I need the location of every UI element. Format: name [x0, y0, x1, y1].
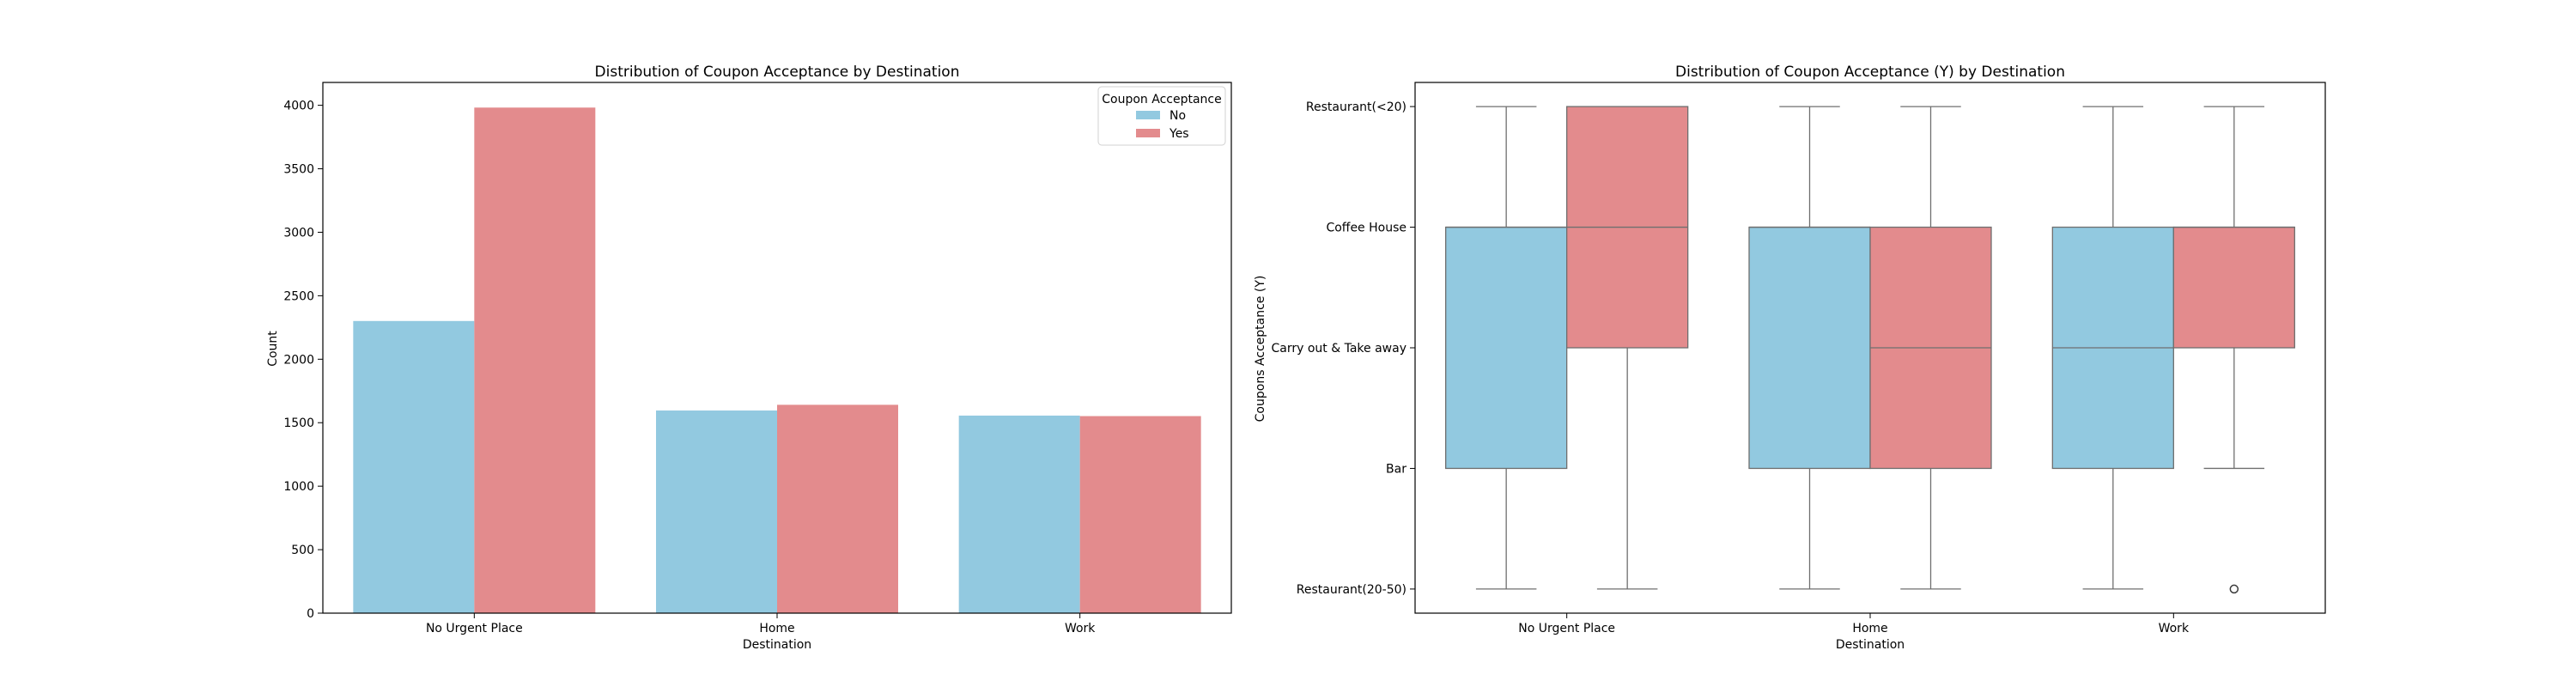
- box-no-no-urgent-place: [1445, 106, 1568, 590]
- y-tick-label: 4000: [283, 100, 314, 113]
- box-chart: Distribution of Coupon Acceptance (Y) by…: [1254, 64, 2326, 652]
- y-tick-label: 3000: [283, 226, 314, 240]
- box-iqr: [2172, 226, 2295, 349]
- y-tick-label: Bar: [1386, 462, 1406, 476]
- bar-no-no-urgent-place: [353, 320, 475, 613]
- y-tick-label: 3500: [283, 163, 314, 177]
- x-tick-label: Home: [759, 622, 794, 635]
- legend-title: Coupon Acceptance: [1102, 93, 1221, 106]
- y-tick-label: 2000: [283, 353, 314, 367]
- bar-chart-xlabel: Destination: [743, 638, 811, 652]
- bar-chart-axes-frame: [322, 82, 1232, 614]
- bar-chart-title: Distribution of Coupon Acceptance by Des…: [595, 64, 960, 81]
- y-tick-label: 1000: [283, 480, 314, 494]
- box-chart-ylabel: Coupons Acceptance (Y): [1254, 276, 1267, 423]
- bar-yes-no-urgent-place: [474, 107, 596, 613]
- bar-yes-work: [1079, 416, 1201, 613]
- y-tick-label: 0: [307, 607, 314, 621]
- y-tick-label: 500: [291, 544, 314, 557]
- bar-chart-ylabel: Count: [266, 331, 280, 367]
- x-tick-label: Work: [2159, 622, 2190, 635]
- y-tick-label: Coffee House: [1326, 222, 1406, 235]
- box-chart-axes-frame: [1414, 82, 2326, 614]
- box-yes-no-urgent-place: [1566, 106, 1689, 590]
- box-iqr: [1748, 226, 1871, 470]
- x-tick-label: Work: [1065, 622, 1096, 635]
- x-tick-label: Home: [1852, 622, 1887, 635]
- legend-label-no: No: [1170, 109, 1186, 123]
- y-tick-label: 1500: [283, 416, 314, 430]
- box-no-home: [1748, 106, 1871, 590]
- legend-label-yes: Yes: [1169, 127, 1189, 141]
- box-chart-xlabel: Destination: [1836, 638, 1905, 652]
- box-yes-home: [1869, 106, 1992, 590]
- y-tick-label: Restaurant(20-50): [1297, 583, 1406, 597]
- x-tick-label: No Urgent Place: [1518, 622, 1615, 635]
- box-no-work: [2051, 106, 2174, 590]
- bar-chart: Distribution of Coupon Acceptance by Des…: [266, 64, 1232, 652]
- legend-frame: [1097, 86, 1226, 146]
- bar-no-work: [958, 415, 1080, 613]
- bar-chart-legend: Coupon Acceptance No Yes: [1097, 86, 1226, 146]
- legend-swatch-no: [1136, 111, 1160, 119]
- box-yes-work: [2172, 106, 2295, 594]
- y-tick-label: Carry out & Take away: [1272, 342, 1406, 356]
- y-tick-label: Restaurant(<20): [1306, 100, 1406, 114]
- box-iqr: [1445, 226, 1568, 470]
- x-tick-label: No Urgent Place: [426, 622, 523, 635]
- outlier-point: [2229, 584, 2239, 594]
- legend-swatch-yes: [1136, 129, 1160, 137]
- box-chart-title: Distribution of Coupon Acceptance (Y) by…: [1675, 64, 2065, 81]
- bar-yes-home: [777, 404, 898, 613]
- y-tick-label: 2500: [283, 289, 314, 303]
- bar-no-home: [656, 410, 777, 613]
